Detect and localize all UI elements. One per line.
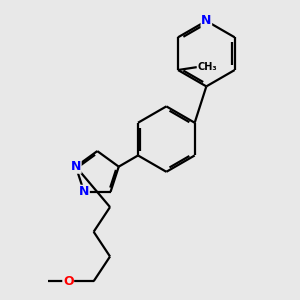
Text: N: N (79, 185, 89, 198)
Text: O: O (63, 275, 74, 288)
Text: CH₃: CH₃ (197, 62, 217, 72)
Text: N: N (71, 160, 81, 173)
Text: N: N (201, 14, 212, 28)
